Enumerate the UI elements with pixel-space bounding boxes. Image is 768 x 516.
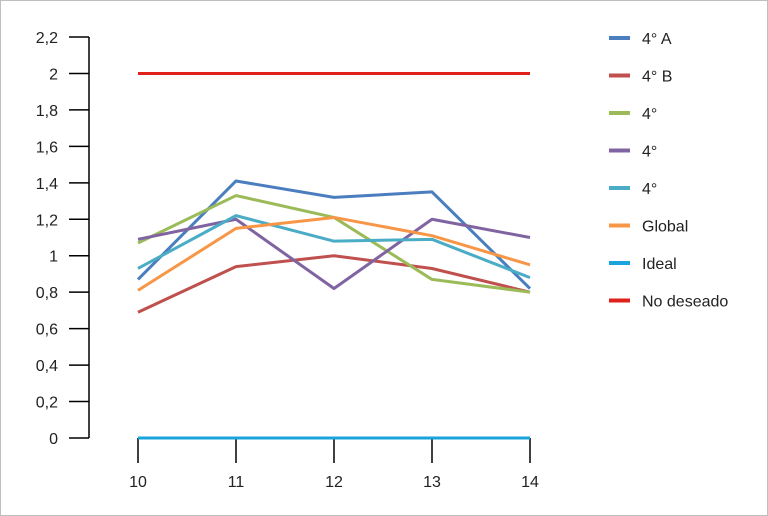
legend-label: 4° B [642, 69, 672, 86]
y-tick-label: 1,2 [36, 212, 58, 229]
y-tick-label: 0 [49, 431, 58, 448]
series-line-3 [137, 217, 531, 291]
series-line-5 [137, 215, 531, 292]
legend-label: Global [642, 219, 688, 236]
x-tick-label: 12 [325, 474, 343, 491]
x-tick-label: 10 [129, 474, 147, 491]
y-tick-label: 1,6 [36, 139, 58, 156]
y-tick-label: 0,2 [36, 395, 58, 412]
y-tick-label: 0,6 [36, 322, 58, 339]
x-tick-label: 13 [423, 474, 441, 491]
legend-label: 4° [642, 144, 657, 161]
y-tick-label: 1 [49, 249, 58, 266]
x-tick-label: 14 [521, 474, 539, 491]
x-tick-label: 11 [228, 474, 245, 491]
y-tick-label: 1,4 [36, 176, 58, 193]
series-line-0 [136, 179, 532, 290]
series-line-1 [137, 254, 531, 314]
legend-label: 4° [642, 106, 657, 123]
legend-label: Ideal [642, 256, 677, 273]
y-tick-label: 0,4 [36, 358, 58, 375]
y-tick-label: 1,8 [36, 103, 58, 120]
legend-label: No deseado [642, 294, 728, 311]
y-tick-label: 2,2 [36, 30, 58, 47]
y-tick-label: 0,8 [36, 285, 58, 302]
series-line-4 [137, 214, 531, 279]
legend-label: 4° [642, 181, 657, 198]
legend-label: 4° A [642, 31, 672, 48]
y-tick-label: 2 [49, 66, 58, 83]
